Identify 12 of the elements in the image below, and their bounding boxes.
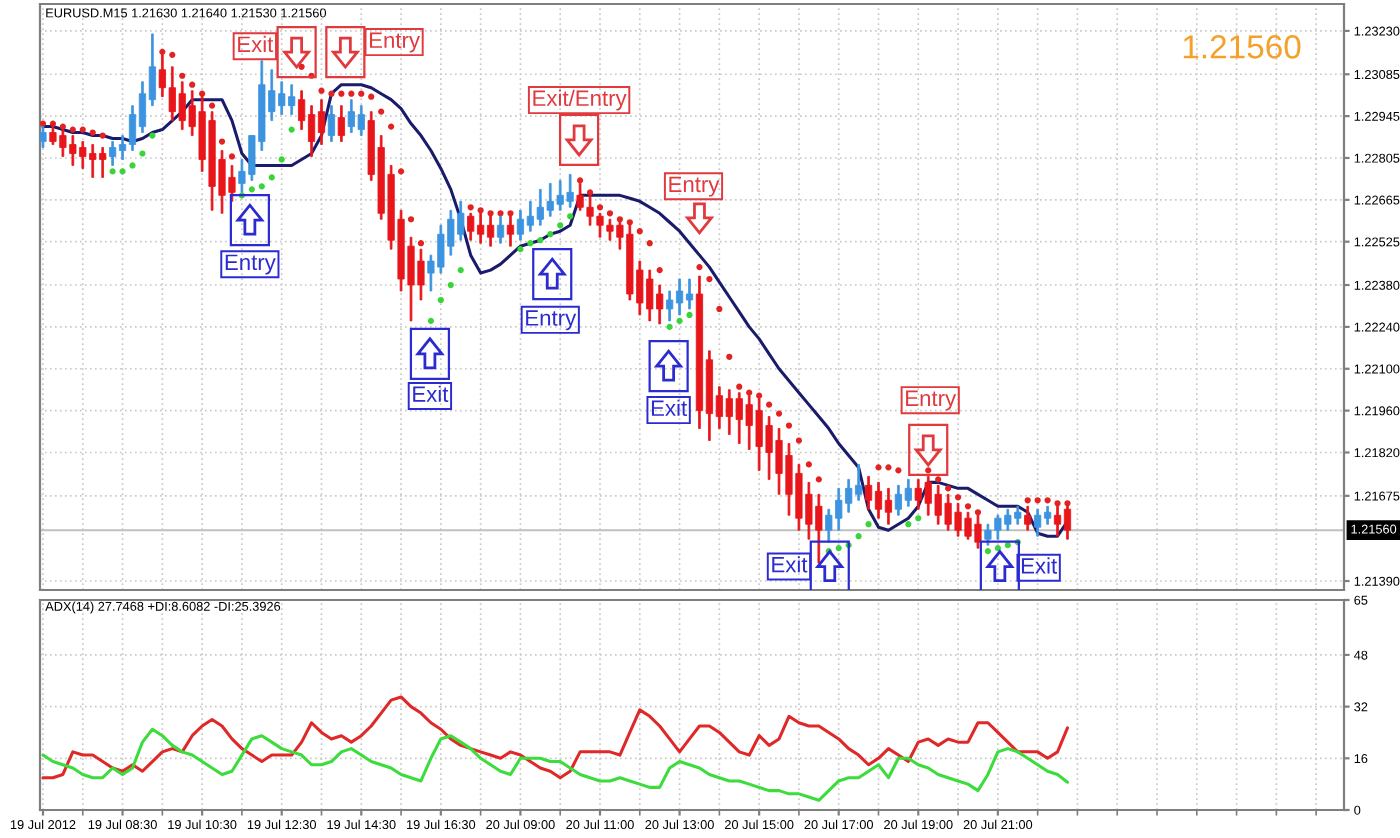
annotation: Entry	[225, 254, 276, 275]
annotation: Exit	[413, 385, 449, 402]
annotation: Entry	[906, 390, 957, 411]
annotation: Exit	[238, 35, 274, 53]
annotation: Exit	[772, 556, 808, 573]
annotation: Entry	[369, 32, 420, 53]
annotation: Exit/Entry	[533, 89, 627, 111]
annotation: Exit	[1021, 557, 1057, 574]
text: 1.21560	[1183, 35, 1301, 59]
annotation: Entry	[669, 176, 720, 197]
annotation: Entry	[526, 310, 577, 331]
annotation: Exit	[651, 399, 687, 417]
